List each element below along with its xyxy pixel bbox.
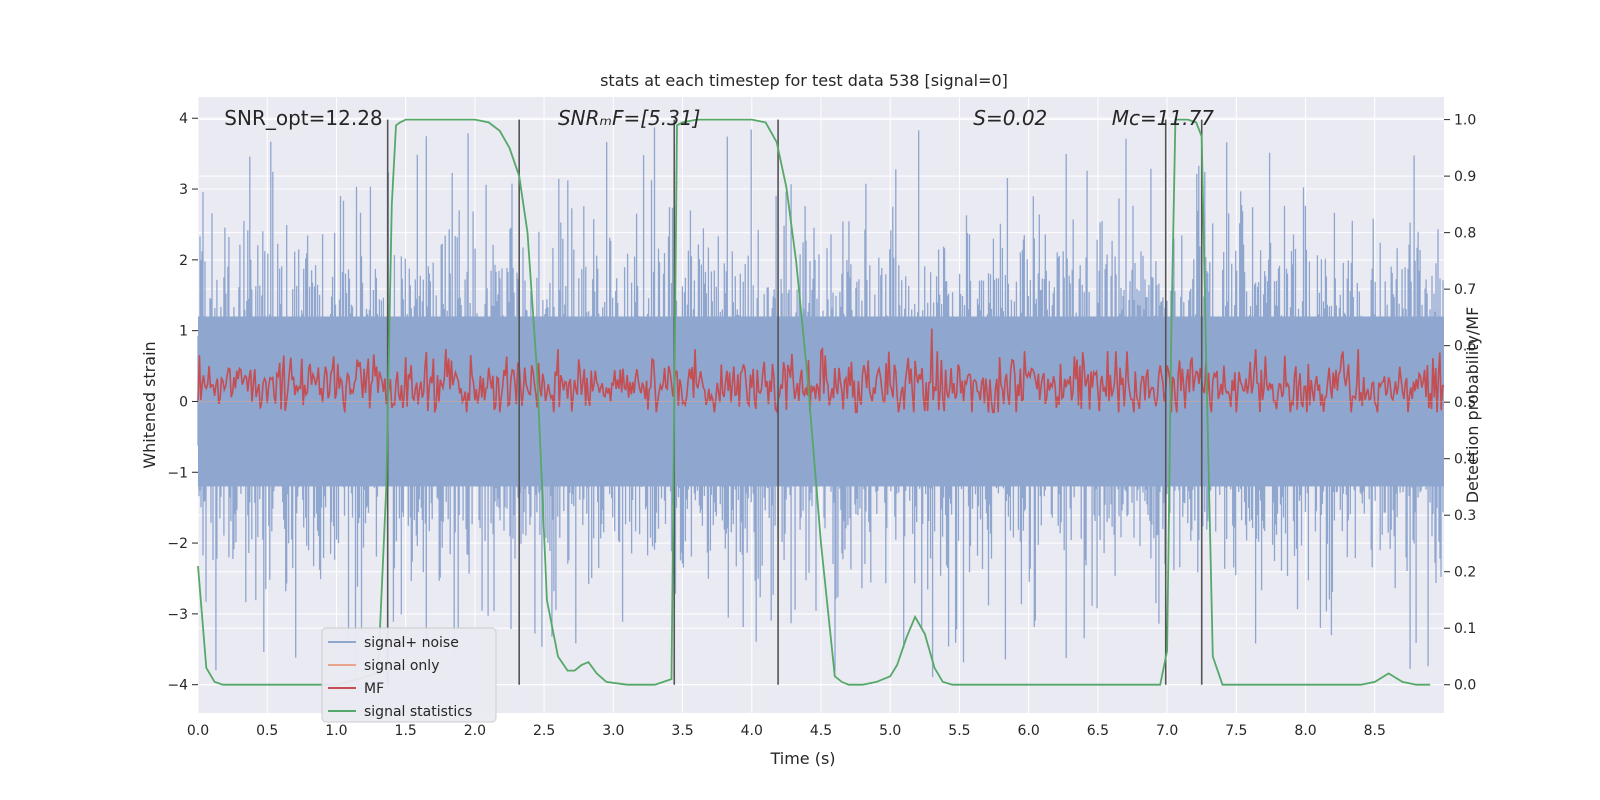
x-tick-label: 4.0 [741, 723, 763, 739]
y-axis-ticks: 4 3 2 1 0 −1 −2 −3 −4 [167, 111, 198, 694]
x-tick-label: 7.5 [1225, 723, 1247, 739]
x-tick-label: 0.5 [256, 723, 278, 739]
y-right-tick-label: 0.5 [1454, 395, 1476, 411]
x-tick-label: 7.0 [1156, 723, 1178, 739]
y-tick-label: −4 [167, 678, 188, 694]
y-right-tick-label: 0.8 [1454, 226, 1476, 242]
annotation-s-value: S=0.02 [973, 106, 1047, 130]
y-tick-label: −1 [167, 465, 188, 481]
annotation-snr-opt: SNR_opt=12.28 [224, 106, 382, 130]
x-tick-label: 2.5 [533, 723, 555, 739]
y-right-axis-ticks: 1.0 0.9 0.8 0.7 0.6 0.5 0.4 0.3 0.2 0.1 0.0 [1444, 113, 1476, 694]
legend-box [321, 627, 497, 723]
y-tick-label: 4 [179, 111, 188, 127]
x-axis-label: Time (s) [769, 749, 835, 768]
y-tick-label: 2 [179, 253, 188, 269]
x-tick-label: 3.5 [671, 723, 693, 739]
legend: signal+ noise signal only MF signal statist… [321, 627, 497, 723]
y-tick-label: 0 [179, 394, 188, 410]
x-tick-label: 2.0 [464, 723, 486, 739]
x-tick-label: 4.5 [810, 723, 832, 739]
mf-line [197, 328, 1445, 414]
y-tick-label: 1 [179, 324, 188, 340]
y-right-tick-label: 0.3 [1454, 508, 1476, 524]
annotation-snr-mf: SNRₘF=[5.31] [558, 106, 700, 130]
x-tick-label: 1.0 [325, 723, 347, 739]
y-tick-label: 3 [179, 182, 188, 198]
legend-label: signal only [364, 658, 439, 674]
x-tick-label: 5.5 [948, 723, 970, 739]
x-tick-label: 8.0 [1294, 723, 1316, 739]
annotations: SNR_opt=12.28 SNRₘF=[5.31] S=0.02 Mc=11.77 [224, 106, 1214, 130]
y-right-tick-label: 0.0 [1454, 678, 1476, 694]
x-tick-label: 3.0 [602, 723, 624, 739]
y-right-axis-label: Detection probability/MF [1463, 307, 1482, 504]
y-right-tick-label: 0.2 [1454, 565, 1476, 581]
y-right-tick-label: 0.9 [1454, 169, 1476, 185]
y-axis-label: Whitened strain [140, 341, 159, 468]
legend-label: MF [364, 681, 384, 697]
signal-statistics-line [197, 118, 1431, 686]
y-tick-label: −3 [167, 607, 188, 623]
x-tick-label: 8.5 [1364, 723, 1386, 739]
chart-title: stats at each timestep for test data 538… [600, 71, 1008, 90]
y-right-tick-label: 0.4 [1454, 452, 1476, 468]
x-tick-label: 5.0 [879, 723, 901, 739]
y-tick-label: −2 [167, 536, 188, 552]
x-axis-ticks: 0.0 0.5 1.0 1.5 2.0 2.5 3.0 3.5 4.0 4.5 5.0 5.5 6.0 6… [187, 723, 1386, 739]
legend-label: signal+ noise [364, 635, 459, 651]
y-right-tick-label: 1.0 [1454, 113, 1476, 129]
x-tick-label: 0.0 [187, 723, 209, 739]
legend-label: signal statistics [364, 704, 472, 720]
y-right-tick-label: 0.7 [1454, 282, 1476, 298]
mf-series [197, 328, 1445, 414]
y-right-tick-label: 0.6 [1454, 339, 1476, 355]
annotation-mc-value: Mc=11.77 [1112, 106, 1215, 130]
signal-statistics-series [197, 118, 1431, 686]
y-right-tick-label: 0.1 [1454, 621, 1476, 637]
x-tick-label: 6.5 [1087, 723, 1109, 739]
x-tick-label: 6.0 [1018, 723, 1040, 739]
x-tick-label: 1.5 [395, 723, 417, 739]
